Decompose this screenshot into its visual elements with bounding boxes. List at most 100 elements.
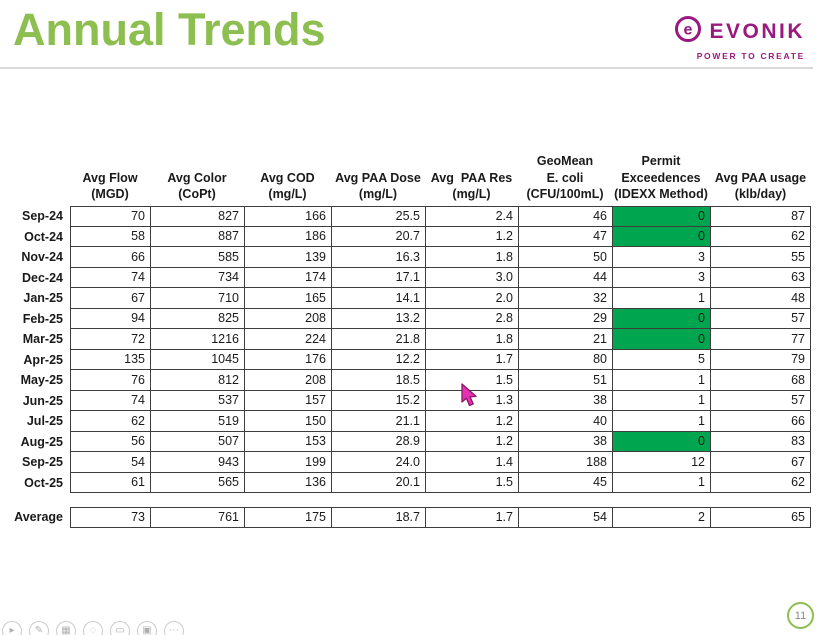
- cell-Nov-24-avg_paa_res: 1.8: [425, 247, 518, 268]
- column-header-permit_exceedences: Permit Exceedences (IDEXX Method): [612, 145, 710, 206]
- cell-Mar-25-avg_flow: 72: [70, 329, 150, 350]
- cell-Oct-24-avg_paa_res: 1.2: [425, 226, 518, 247]
- slideshow-pen-button[interactable]: ✎: [29, 621, 49, 635]
- average-cell-avg_flow: 73: [70, 507, 150, 528]
- column-header-avg_paa_usage: Avg PAA usage (klb/day): [710, 145, 811, 206]
- cell-Sep-24-avg_paa_res: 2.4: [425, 206, 518, 227]
- column-header-line: (CFU/100mL): [526, 186, 604, 201]
- cell-Sep-24-permit_exceedences: 0: [612, 206, 710, 227]
- column-header-spacer: [4, 145, 70, 206]
- slideshow-zoom-button[interactable]: ◌: [83, 621, 103, 635]
- row-label: Sep-24: [22, 209, 63, 224]
- cell-Sep-25-avg_cod: 199: [244, 452, 331, 473]
- title-divider-line: [0, 67, 813, 69]
- cell-Dec-24-avg_color: 734: [150, 267, 244, 288]
- column-header-line: (mg/L): [268, 186, 307, 201]
- svg-text:e: e: [684, 22, 693, 39]
- slideshow-all-slides-button[interactable]: ▦: [56, 621, 76, 635]
- cell-Jan-25-avg_paa_dose: 14.1: [331, 288, 425, 309]
- cell-Apr-25-avg_cod: 176: [244, 349, 331, 370]
- row-label: Jun-25: [22, 393, 63, 408]
- slideshow-display-settings-button[interactable]: ▣: [137, 621, 157, 635]
- evonik-logo: e EVONIK POWER TO CREATE: [674, 15, 805, 61]
- cell-Mar-25-avg_cod: 224: [244, 329, 331, 350]
- column-header-line: Avg PAA usage: [714, 170, 807, 185]
- cell-Jul-25-avg_cod: 150: [244, 411, 331, 432]
- cell-Dec-24-avg_paa_dose: 17.1: [331, 267, 425, 288]
- cell-Sep-25-permit_exceedences: 12: [612, 452, 710, 473]
- evonik-logo-circle-e-icon: e: [674, 15, 702, 48]
- row-label: Apr-25: [23, 352, 63, 367]
- cell-Nov-24-permit_exceedences: 3: [612, 247, 710, 268]
- cell-Aug-25-avg_paa_dose: 28.9: [331, 431, 425, 452]
- cell-Aug-25-avg_flow: 56: [70, 431, 150, 452]
- cell-Feb-25-geomean_ecoli: 29: [518, 308, 612, 329]
- average-cell-geomean_ecoli: 54: [518, 507, 612, 528]
- cell-Sep-24-geomean_ecoli: 46: [518, 206, 612, 227]
- cell-Aug-25-geomean_ecoli: 38: [518, 431, 612, 452]
- slideshow-pointer-button[interactable]: ▸: [2, 621, 22, 635]
- cell-Jul-25-avg_flow: 62: [70, 411, 150, 432]
- cell-Oct-25-permit_exceedences: 1: [612, 472, 710, 493]
- cell-Nov-24-geomean_ecoli: 50: [518, 247, 612, 268]
- cell-May-25-avg_paa_usage: 68: [710, 370, 811, 391]
- slideshow-control-bar: ▸ ✎ ▦ ◌ ▭ ▣ ⋯: [2, 621, 184, 635]
- cell-Jul-25-permit_exceedences: 1: [612, 411, 710, 432]
- column-header-line: Avg Flow: [82, 170, 138, 185]
- cell-Aug-25-avg_paa_res: 1.2: [425, 431, 518, 452]
- cell-Sep-24-avg_paa_dose: 25.5: [331, 206, 425, 227]
- cell-Dec-24-avg_cod: 174: [244, 267, 331, 288]
- slideshow-black-screen-button[interactable]: ▭: [110, 621, 130, 635]
- cell-Nov-24-avg_color: 585: [150, 247, 244, 268]
- cell-Jun-25-avg_paa_usage: 57: [710, 390, 811, 411]
- cell-May-25-permit_exceedences: 1: [612, 370, 710, 391]
- average-row-label: Average: [14, 510, 63, 525]
- average-cell-avg_color: 761: [150, 507, 244, 528]
- cell-Apr-25-avg_flow: 135: [70, 349, 150, 370]
- cell-Jul-25-avg_paa_res: 1.2: [425, 411, 518, 432]
- cell-Sep-24-avg_flow: 70: [70, 206, 150, 227]
- cell-Sep-25-geomean_ecoli: 188: [518, 452, 612, 473]
- cell-Jun-25-avg_paa_dose: 15.2: [331, 390, 425, 411]
- cell-Aug-25-avg_color: 507: [150, 431, 244, 452]
- cell-Oct-24-permit_exceedences: 0: [612, 226, 710, 247]
- cell-Sep-25-avg_paa_res: 1.4: [425, 452, 518, 473]
- slide-number-badge: 11: [787, 602, 814, 629]
- cell-Dec-24-geomean_ecoli: 44: [518, 267, 612, 288]
- row-label: Sep-25: [22, 455, 63, 470]
- column-header-line: (klb/day): [734, 186, 787, 201]
- cell-May-25-avg_paa_res: 1.5: [425, 370, 518, 391]
- slideshow-more-options-button[interactable]: ⋯: [164, 621, 184, 635]
- cell-Jul-25-avg_color: 519: [150, 411, 244, 432]
- slide-number: 11: [794, 609, 807, 622]
- average-cell-avg_cod: 175: [244, 507, 331, 528]
- average-cell-avg_paa_dose: 18.7: [331, 507, 425, 528]
- cell-May-25-avg_flow: 76: [70, 370, 150, 391]
- cell-Dec-24-avg_paa_usage: 63: [710, 267, 811, 288]
- column-header-geomean_ecoli: GeoMean E. coli (CFU/100mL): [518, 145, 612, 206]
- cell-Oct-25-geomean_ecoli: 45: [518, 472, 612, 493]
- cell-Oct-24-avg_paa_usage: 62: [710, 226, 811, 247]
- cell-May-25-avg_paa_dose: 18.5: [331, 370, 425, 391]
- average-cell-permit_exceedences: 2: [612, 507, 710, 528]
- table-header-row: Avg Flow (MGD) Avg Color (CoPt) Avg COD (mg/L…: [4, 145, 811, 206]
- cell-Apr-25-avg_paa_usage: 79: [710, 349, 811, 370]
- cell-Oct-24-avg_cod: 186: [244, 226, 331, 247]
- cell-Apr-25-avg_paa_dose: 12.2: [331, 349, 425, 370]
- column-header-line: GeoMean: [536, 154, 594, 169]
- cell-Sep-24-avg_paa_usage: 87: [710, 206, 811, 227]
- column-header-line: Avg PAA Dose: [335, 170, 421, 185]
- cell-Nov-24-avg_paa_usage: 55: [710, 247, 811, 268]
- cell-Sep-25-avg_paa_dose: 24.0: [331, 452, 425, 473]
- cell-Jan-25-permit_exceedences: 1: [612, 288, 710, 309]
- column-header-line: (MGD): [91, 186, 129, 201]
- row-label: Mar-25: [22, 332, 63, 347]
- cell-Oct-24-avg_color: 887: [150, 226, 244, 247]
- cell-Oct-25-avg_color: 565: [150, 472, 244, 493]
- cell-Mar-25-permit_exceedences: 0: [612, 329, 710, 350]
- cell-Oct-25-avg_paa_dose: 20.1: [331, 472, 425, 493]
- evonik-wordmark: EVONIK: [709, 20, 805, 43]
- column-header-avg_flow: Avg Flow (MGD): [70, 145, 150, 206]
- cell-Oct-25-avg_paa_res: 1.5: [425, 472, 518, 493]
- average-cell-avg_paa_res: 1.7: [425, 507, 518, 528]
